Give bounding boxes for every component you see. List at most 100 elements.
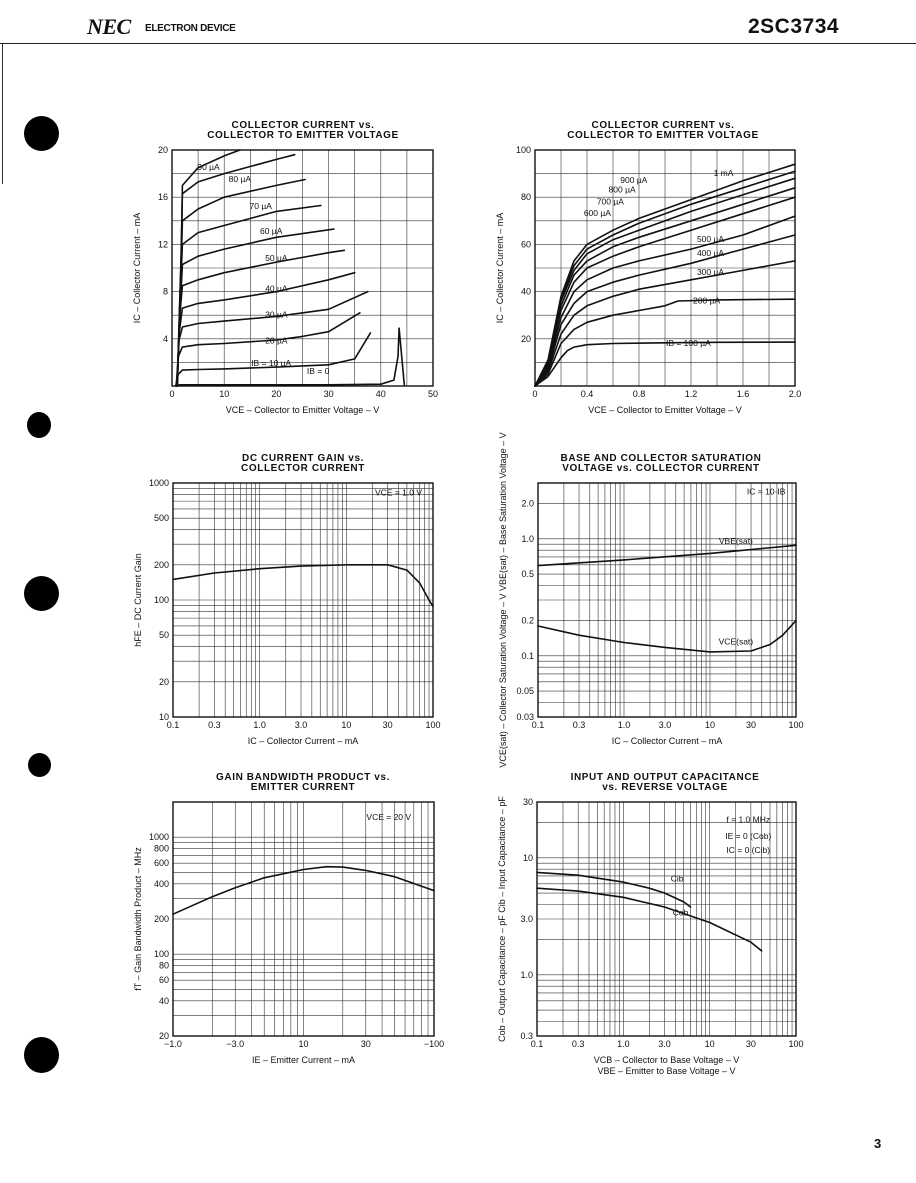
x-tick-label: 30 — [746, 1039, 756, 1049]
curve-label: VCE = 20 V — [366, 812, 411, 822]
chart-title: INPUT AND OUTPUT CAPACITANCE — [571, 772, 760, 783]
y-tick-label: 60 — [159, 975, 169, 985]
binder-hole — [27, 412, 51, 438]
curve-label: 400 µA — [697, 248, 724, 258]
x-tick-label: 1.0 — [253, 720, 266, 730]
y-tick-label: 20 — [159, 1031, 169, 1041]
chart-c1: COLLECTOR CURRENT vs.COLLECTOR TO EMITTE… — [132, 120, 438, 415]
plot-frame — [534, 149, 796, 387]
curve-label: VCE = 1.0 V — [375, 488, 422, 498]
series-line — [537, 619, 797, 653]
series-line — [534, 215, 796, 387]
curve-label: IB = 10 µA — [251, 358, 291, 368]
y-tick-label: 100 — [154, 949, 169, 959]
y-tick-label: 3.0 — [520, 914, 533, 924]
y-tick-label: 20 — [159, 677, 169, 687]
x-tick-label: 10 — [705, 720, 715, 730]
y-tick-label: 12 — [158, 239, 168, 249]
curve-label: IE = 0 (Cob) — [725, 831, 771, 841]
binder-hole — [24, 576, 59, 611]
y-tick-label: 500 — [154, 513, 169, 523]
curve-label: VCE(sat) — [719, 636, 754, 646]
header-rule — [0, 43, 916, 44]
x-tick-label: 2.0 — [789, 389, 802, 399]
y-axis-label: hFE – DC Current Gain — [133, 553, 143, 647]
curve-label: 200 µA — [693, 295, 720, 305]
x-tick-label: 0 — [532, 389, 537, 399]
curve-label: 600 µA — [584, 208, 611, 218]
curve-label: 800 µA — [609, 184, 636, 194]
x-tick-label: 40 — [376, 389, 386, 399]
brand-logo: NEC — [87, 14, 131, 39]
y-tick-label: 0.2 — [521, 616, 534, 626]
curve-label: 1 mA — [714, 168, 734, 178]
y-tick-label: 1000 — [149, 832, 169, 842]
y-axis-label: IC – Collector Current – mA — [495, 213, 505, 324]
series-line — [172, 865, 435, 916]
y-tick-label: 800 — [154, 844, 169, 854]
binder-hole — [24, 1037, 59, 1073]
y-tick-label: 0.03 — [516, 712, 534, 722]
curve-label: VBE(sat) — [719, 536, 753, 546]
series-line — [534, 163, 796, 387]
x-tick-label: 10 — [298, 1039, 308, 1049]
x-tick-label: 0.4 — [581, 389, 594, 399]
x-tick-label: 30 — [383, 720, 393, 730]
y-tick-label: 0.3 — [520, 1031, 533, 1041]
y-tick-label: 8 — [163, 287, 168, 297]
y-tick-label: 400 — [154, 879, 169, 889]
y-tick-label: 10 — [159, 712, 169, 722]
y-axis-label: VCE(sat) – Collector Saturation Voltage … — [498, 432, 508, 767]
margin-rule — [2, 44, 3, 184]
curve-label: 500 µA — [697, 234, 724, 244]
x-tick-label: 3.0 — [295, 720, 308, 730]
chart-c5: GAIN BANDWIDTH PRODUCT vs.EMITTER CURREN… — [133, 772, 444, 1065]
part-number: 2SC3734 — [748, 15, 840, 38]
plot-frame — [537, 482, 797, 718]
x-tick-label: 1.6 — [737, 389, 750, 399]
y-tick-label: 600 — [154, 858, 169, 868]
y-tick-label: 60 — [521, 239, 531, 249]
series-line — [172, 563, 434, 608]
y-tick-label: 4 — [163, 334, 168, 344]
curve-label: f = 1.0 MHz — [726, 815, 770, 825]
curve-label: 900 µA — [620, 175, 647, 185]
x-axis-label: IC – Collector Current – mA — [248, 736, 359, 746]
y-tick-label: 40 — [521, 287, 531, 297]
y-tick-label: 80 — [159, 961, 169, 971]
curve-label: IB = 0 — [307, 366, 330, 376]
y-tick-label: 16 — [158, 192, 168, 202]
binder-hole — [28, 753, 51, 777]
x-tick-label: −3.0 — [226, 1039, 244, 1049]
chart-title: DC CURRENT GAIN vs. — [242, 453, 364, 464]
curve-label: 20 µA — [265, 336, 288, 346]
y-tick-label: 20 — [521, 334, 531, 344]
x-tick-label: 0.3 — [208, 720, 221, 730]
chart-title: EMITTER CURRENT — [251, 782, 356, 793]
series-line — [536, 887, 763, 952]
plot-frame — [172, 482, 434, 718]
x-tick-label: 0.3 — [572, 1039, 585, 1049]
series-line — [176, 149, 241, 387]
curve-label: Cib — [671, 873, 684, 883]
chart-c2: COLLECTOR CURRENT vs.COLLECTOR TO EMITTE… — [495, 120, 801, 415]
plot-frame — [536, 801, 797, 1037]
y-tick-label: 0.5 — [521, 569, 534, 579]
y-tick-label: 0.05 — [516, 686, 534, 696]
y-tick-label: 1.0 — [520, 970, 533, 980]
curve-label: Cob — [673, 908, 689, 918]
x-tick-label: 0 — [169, 389, 174, 399]
series-line — [534, 298, 796, 387]
y-tick-label: 20 — [158, 145, 168, 155]
x-tick-label: 100 — [425, 720, 440, 730]
x-axis-label: VBE – Emitter to Base Voltage – V — [597, 1066, 735, 1076]
y-tick-label: 0.1 — [521, 651, 534, 661]
brand-subtitle: ELECTRON DEVICE — [145, 23, 236, 34]
x-axis-label: IE – Emitter Current – mA — [252, 1055, 355, 1065]
curve-label: 30 µA — [265, 310, 288, 320]
y-tick-label: 50 — [159, 630, 169, 640]
curve-label: 700 µA — [597, 196, 624, 206]
x-tick-label: 0.1 — [531, 1039, 544, 1049]
x-tick-label: 100 — [788, 1039, 803, 1049]
